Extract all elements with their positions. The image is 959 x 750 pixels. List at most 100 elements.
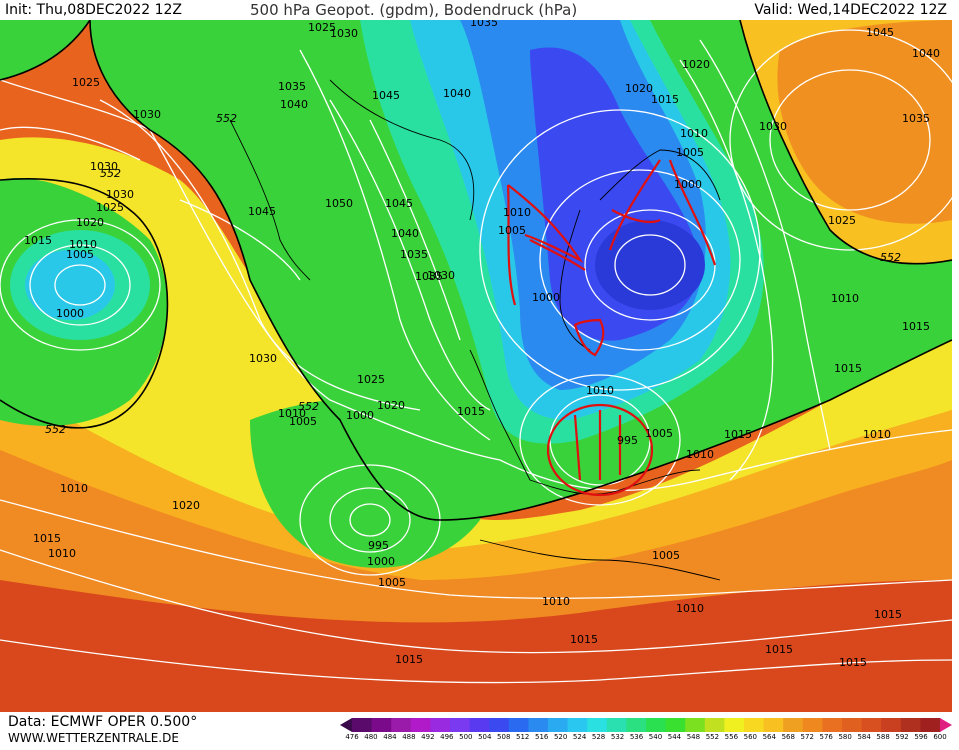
colorbar-swatch [704, 718, 725, 732]
colorbar-tick-label: 564 [762, 733, 776, 741]
pressure-label: 995 [617, 434, 638, 447]
colorbar-tick-label: 532 [610, 733, 625, 741]
pressure-label: 1015 [395, 653, 423, 666]
pressure-label: 1030 [106, 188, 134, 201]
colorbar-left-arrow [340, 718, 352, 732]
pressure-label: 1040 [280, 98, 308, 111]
geopotential-label: 552 [880, 251, 901, 264]
colorbar-tick-label: 544 [667, 733, 682, 741]
pressure-label: 1015 [834, 362, 862, 375]
colorbar-swatch [744, 718, 765, 732]
pressure-label: 1035 [278, 80, 306, 93]
website-label: WWW.WETTERZENTRALE.DE [8, 731, 179, 745]
geopotential-552-contours [0, 20, 952, 521]
pressure-label: 1015 [874, 608, 902, 621]
pressure-label: 1045 [372, 89, 400, 102]
pressure-label: 1010 [48, 547, 76, 560]
weather-map: 1025 1030 1035 1040 1025 1030 1030 1025 … [0, 20, 952, 712]
coastlines [229, 79, 721, 581]
pressure-label: 1015 [24, 234, 52, 247]
green-nw-corner [0, 20, 90, 80]
pressure-label: 1005 [498, 224, 526, 237]
colorbar-swatch [430, 718, 451, 732]
pressure-label: 1045 [866, 26, 894, 39]
pressure-label: 1050 [325, 197, 353, 210]
pressure-label: 1000 [674, 178, 702, 191]
pressure-label: 1020 [682, 58, 710, 71]
colorbar-tick-label: 492 [421, 733, 435, 741]
colorbar-tick-label: 504 [478, 733, 492, 741]
init-time-label: Init: Thu,08DEC2022 12Z [5, 2, 182, 18]
colorbar-tick-label: 496 [440, 733, 454, 741]
colorbar-swatch [920, 718, 941, 732]
pressure-label: 1005 [645, 427, 673, 440]
colorbar-swatch [665, 718, 686, 732]
pressure-label: 1010 [831, 292, 859, 305]
pressure-label: 1010 [60, 482, 88, 495]
pressure-label: 1005 [289, 415, 317, 428]
colorbar-swatch [626, 718, 647, 732]
colorbar-tick-label: 576 [819, 733, 833, 741]
colorbar-tick-label: 524 [572, 733, 587, 741]
colorbar-swatch [587, 718, 608, 732]
pressure-label: 1005 [652, 549, 680, 562]
pressure-label: 1035 [470, 20, 498, 29]
pressure-label: 1005 [66, 248, 94, 261]
pressure-label: 1000 [532, 291, 560, 304]
colorbar-tick-label: 488 [402, 733, 416, 741]
colorbar-tick-label: 528 [591, 733, 606, 741]
green-atlantic-low [250, 399, 487, 568]
colorbar-tick-label: 536 [629, 733, 644, 741]
colorbar-tick-label: 596 [914, 733, 928, 741]
pressure-label: 995 [368, 539, 389, 552]
pressure-label: 1035 [400, 248, 428, 261]
colorbar-swatch [842, 718, 863, 732]
pressure-label: 1010 [278, 407, 306, 420]
pressure-label: 1030 [133, 108, 161, 121]
colorbar-swatch [724, 718, 745, 732]
pressure-label: 1030 [759, 120, 787, 133]
colorbar-tick-label: 480 [364, 733, 378, 741]
colorbar-swatch [391, 718, 412, 732]
colorbar-tick-label: 572 [800, 733, 814, 741]
colorbar-swatch [489, 718, 510, 732]
colorbar-tick-label: 592 [895, 733, 909, 741]
geopotential-label: 552 [100, 167, 121, 180]
yellow-orange-band [0, 380, 952, 580]
colorbar-tick-label: 512 [516, 733, 530, 741]
pressure-label: 1000 [56, 307, 84, 320]
colorbar-tick-label: 548 [686, 733, 701, 741]
pressure-label: 1040 [443, 87, 471, 100]
colorbar-swatch [352, 718, 373, 732]
pressure-label: 1025 [308, 21, 336, 34]
pressure-label: 1040 [391, 227, 419, 240]
pressure-label: 1025 [828, 214, 856, 227]
pressure-label: 1010 [542, 595, 570, 608]
colorbar-tick-label: 584 [857, 733, 871, 741]
pressure-label: 1010 [686, 448, 714, 461]
colorbar-tick-label: 588 [876, 733, 890, 741]
colorbar-swatch [410, 718, 431, 732]
pressure-label: 1015 [457, 405, 485, 418]
deep-blue-low [595, 220, 705, 310]
pressure-label: 1015 [33, 532, 61, 545]
colorbar-swatch [567, 718, 588, 732]
pressure-label: 1015 [765, 643, 793, 656]
colorbar-tick-label: 540 [648, 733, 663, 741]
pressure-label: 1015 [724, 428, 752, 441]
pressure-label: 1025 [96, 201, 124, 214]
red-annotations [506, 159, 717, 497]
colorbar-tick-label: 552 [705, 733, 720, 741]
pressure-label: 1035 [902, 112, 930, 125]
colorbar-swatch [685, 718, 706, 732]
colorbar-right-arrow [940, 718, 952, 732]
geopotential-label: 552 [216, 112, 237, 125]
map-title: 500 hPa Geopot. (gpdm), Bodendruck (hPa) [250, 1, 578, 19]
orange-ne-high [777, 20, 952, 224]
colorbar-swatch [900, 718, 921, 732]
yellow-band [0, 137, 952, 550]
pressure-label-group: 1025 1030 1035 1040 1025 1030 1030 1025 … [24, 20, 940, 669]
pressure-label: 1000 [367, 555, 395, 568]
colorbar-swatch [783, 718, 804, 732]
colorbar-swatch [763, 718, 784, 732]
